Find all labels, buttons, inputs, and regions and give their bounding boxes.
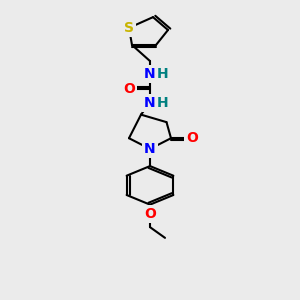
Text: O: O	[123, 82, 135, 96]
Text: S: S	[124, 21, 134, 35]
Text: N: N	[144, 142, 156, 156]
Text: N: N	[144, 96, 156, 110]
Text: N: N	[144, 67, 156, 81]
Text: O: O	[144, 207, 156, 221]
Text: O: O	[186, 131, 198, 145]
Text: H: H	[157, 67, 168, 81]
Text: H: H	[157, 96, 168, 110]
